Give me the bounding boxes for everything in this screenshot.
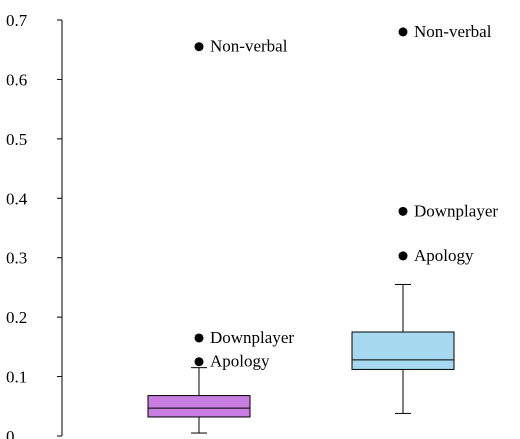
y-tick-label: 0.5 [6, 130, 27, 149]
y-tick-label: 0.3 [6, 249, 27, 268]
outlier-label: Apology [414, 246, 474, 265]
box-group: Non-verbal Downplayer Apology [351, 22, 498, 414]
outlier-point [194, 357, 204, 367]
box-series: Non-verbal Downplayer Apology Non-verbal Dow… [147, 22, 498, 434]
outlier-label: Downplayer [414, 201, 498, 220]
box-group: Non-verbal Downplayer Apology [147, 37, 294, 434]
interquartile-box [351, 331, 455, 370]
outlier-label: Downplayer [210, 328, 294, 347]
y-tick-label: 0.7 [6, 11, 28, 30]
y-tick-label: 0.2 [6, 308, 27, 327]
outlier-point [398, 27, 408, 37]
y-tick-label: 0.4 [6, 189, 28, 208]
y-tick-label: 0 [6, 427, 15, 439]
y-tick-label: 0.6 [6, 70, 27, 89]
outlier-point [398, 251, 408, 261]
outlier-label: Non-verbal [210, 37, 288, 56]
y-axis-ticks: 0 0.1 0.2 0.3 0.4 0.5 0.6 0.7 [6, 11, 62, 439]
outlier-point [194, 333, 204, 343]
outlier-point [194, 42, 204, 52]
outlier-label: Non-verbal [414, 22, 492, 41]
outlier-label: Apology [210, 352, 270, 371]
interquartile-box [147, 395, 251, 418]
y-tick-label: 0.1 [6, 368, 27, 387]
outlier-point [398, 206, 408, 216]
